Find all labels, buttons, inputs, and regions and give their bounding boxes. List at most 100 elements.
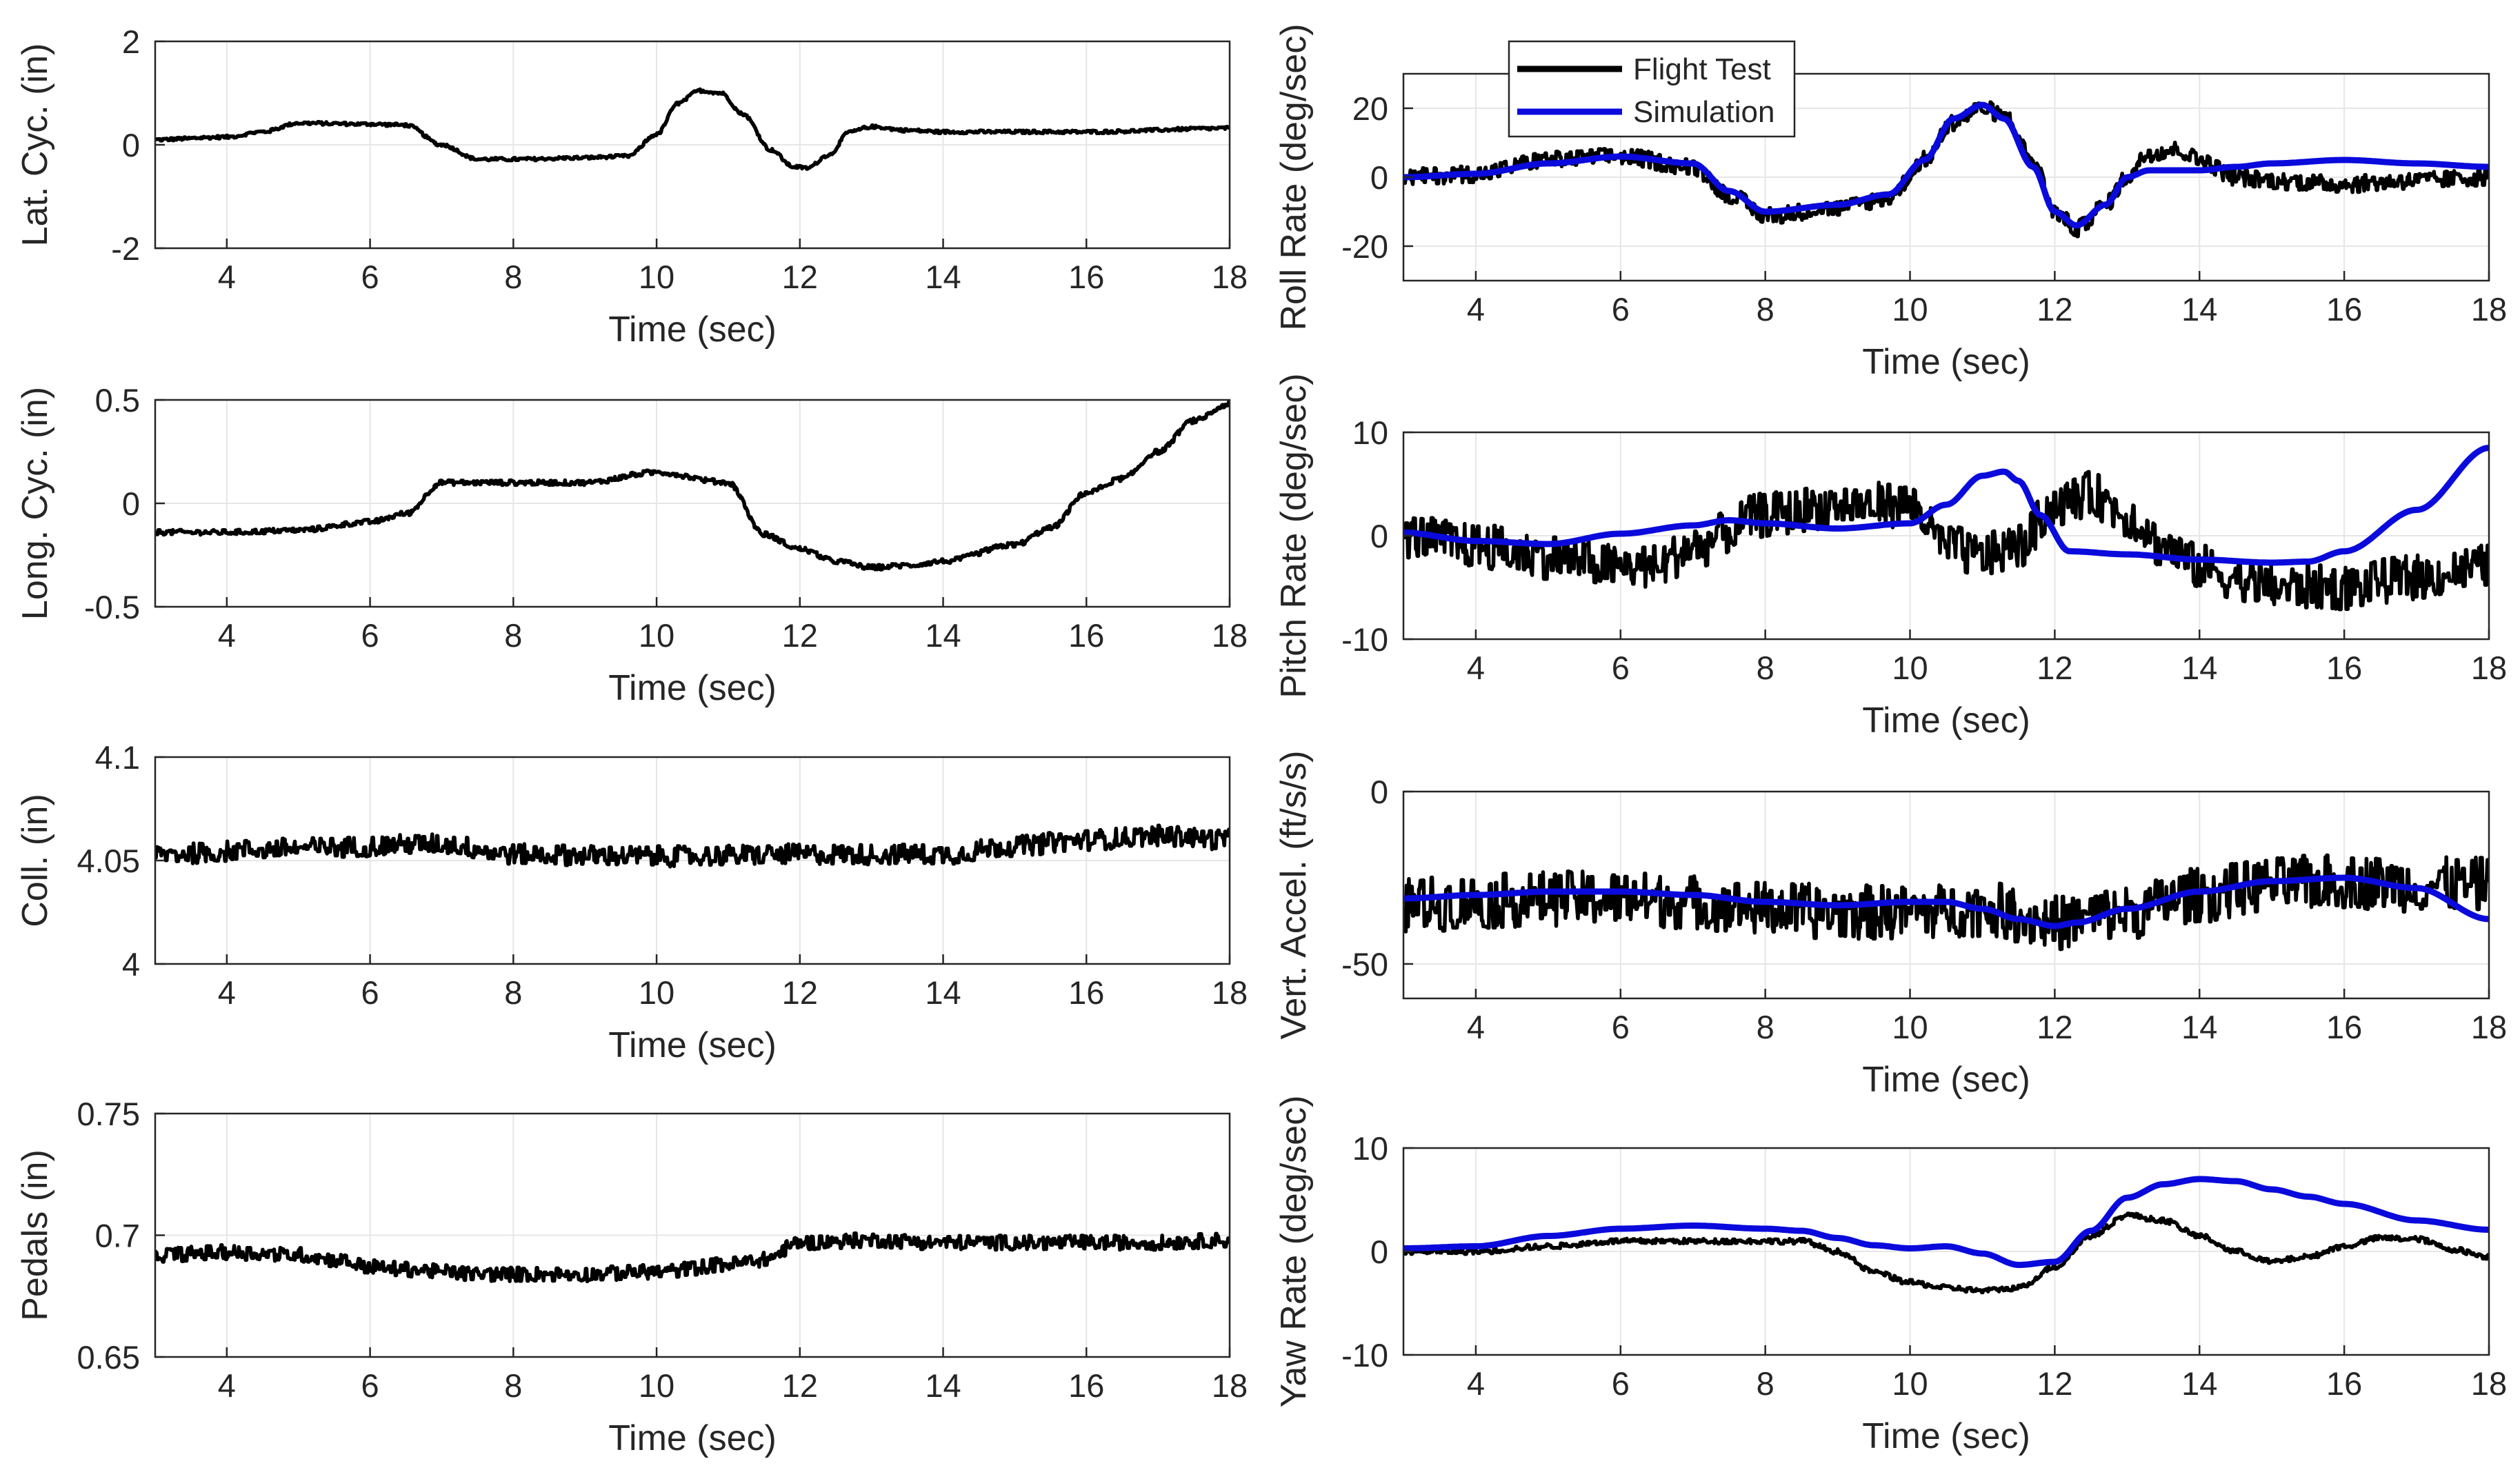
- plot-area: [1403, 100, 2489, 239]
- flight-test-line: [155, 1231, 1230, 1284]
- y-tick-label: -2: [111, 230, 140, 267]
- y-axis-label: Pedals (in): [15, 1149, 55, 1321]
- y-tick-label: 0.65: [77, 1339, 140, 1376]
- plot-area: [155, 400, 1230, 572]
- legend-box: [1508, 40, 1796, 138]
- y-tick-label: 0: [1370, 518, 1388, 554]
- x-tick-label: 18: [1212, 974, 1248, 1011]
- y-axis-label: Lat. Cyc. (in): [15, 43, 55, 247]
- y-tick-label: 0.7: [95, 1218, 140, 1254]
- x-axis-label: Time (sec): [608, 310, 777, 350]
- x-tick-label: 12: [2037, 1365, 2072, 1402]
- x-tick-label: 10: [1892, 291, 1928, 328]
- x-axis-label: Time (sec): [608, 1418, 777, 1458]
- x-tick-label: 10: [639, 1367, 674, 1404]
- axes-box: [1402, 790, 2490, 1000]
- flight-test-line: [1403, 470, 2489, 612]
- x-tick-label: 14: [2181, 650, 2217, 686]
- x-tick-label: 16: [1068, 1367, 1104, 1404]
- y-tick-label: -50: [1341, 946, 1388, 983]
- y-tick-label: 0: [1370, 774, 1388, 810]
- y-axis-label: Coll. (in): [15, 794, 55, 927]
- x-tick-label: 8: [504, 1367, 522, 1404]
- chart-roll-rate: 4 6 8 10 12 14 16 18 -20 0 20 Time (sec) Roll Rate (…: [1274, 23, 2507, 382]
- x-tick-label: 4: [218, 259, 236, 295]
- x-tick-label: 18: [1212, 1367, 1248, 1404]
- x-tick-label: 18: [2471, 650, 2507, 686]
- plot-area: [155, 823, 1230, 869]
- x-tick-label: 8: [504, 259, 522, 295]
- x-tick-label: 4: [218, 1367, 236, 1404]
- y-tick-label: -10: [1341, 1337, 1388, 1374]
- x-tick-label: 14: [925, 617, 961, 654]
- y-tick-label: 0: [1370, 159, 1388, 196]
- x-tick-label: 10: [1892, 650, 1928, 686]
- x-tick-label: 14: [925, 1367, 961, 1404]
- y-tick-label: -20: [1341, 228, 1388, 265]
- x-tick-label: 12: [2037, 650, 2072, 686]
- simulation-legend-label: Simulation: [1633, 95, 1774, 129]
- x-tick-label: 16: [2326, 650, 2362, 686]
- x-tick-label: 4: [1467, 650, 1485, 686]
- x-tick-label: 14: [2181, 291, 2217, 328]
- x-tick-label: 16: [2326, 1009, 2362, 1045]
- x-tick-label: 6: [1612, 1365, 1630, 1402]
- x-axis-label: Time (sec): [608, 1025, 777, 1065]
- x-tick-label: 14: [925, 974, 961, 1011]
- x-axis-label: Time (sec): [1862, 701, 2030, 741]
- x-tick-label: 8: [1757, 1365, 1774, 1402]
- x-tick-label: 6: [361, 259, 379, 295]
- x-axis-label: Time (sec): [1862, 1060, 2030, 1100]
- chart-pitch-rate: 4 6 8 10 12 14 16 18 -10 0 10 Time (sec) Pitch Rate …: [1274, 373, 2507, 741]
- x-tick-label: 6: [1612, 1009, 1630, 1045]
- x-tick-label: 4: [1467, 1365, 1485, 1402]
- x-tick-label: 10: [1892, 1009, 1928, 1045]
- x-tick-label: 14: [2181, 1009, 2217, 1045]
- x-tick-label: 16: [2326, 1365, 2362, 1402]
- x-tick-label: 18: [2471, 1009, 2507, 1045]
- simulation-line: [1403, 1176, 2489, 1268]
- flight-test-legend-label: Flight Test: [1633, 52, 1771, 86]
- y-axis-label: Roll Rate (deg/sec): [1274, 23, 1314, 330]
- x-tick-label: 10: [1892, 1365, 1928, 1402]
- plot-area: [155, 1231, 1230, 1284]
- y-tick-label: 0: [122, 485, 140, 522]
- x-tick-label: 6: [361, 974, 379, 1011]
- x-tick-label: 12: [2037, 291, 2072, 328]
- x-tick-label: 8: [1757, 291, 1774, 328]
- x-tick-label: 4: [218, 974, 236, 1011]
- x-tick-label: 6: [1612, 650, 1630, 686]
- x-tick-label: 10: [639, 259, 674, 295]
- y-tick-label: -0.5: [84, 589, 140, 625]
- x-tick-label: 16: [2326, 291, 2362, 328]
- x-tick-label: 6: [361, 1367, 379, 1404]
- plot-area: [1403, 445, 2489, 612]
- y-tick-label: 0.75: [77, 1096, 140, 1132]
- chart-lat-cyc: 4 6 8 10 12 14 16 18 -2 0 2 Time (sec) Lat. Cyc. (in…: [15, 23, 1248, 350]
- flight-test-line: [1403, 100, 2489, 239]
- y-axis-label: Long. Cyc. (in): [15, 387, 55, 620]
- x-tick-label: 8: [1757, 1009, 1774, 1045]
- x-tick-label: 12: [782, 617, 818, 654]
- x-tick-label: 14: [2181, 1365, 2217, 1402]
- x-axis-label: Time (sec): [1862, 1416, 2030, 1456]
- x-tick-label: 18: [2471, 1365, 2507, 1402]
- y-tick-label: 2: [122, 23, 140, 60]
- y-tick-label: 20: [1352, 90, 1388, 127]
- chart-vert-accel: 4 6 8 10 12 14 16 18 -50 0 Time (sec) Vert. Accel. …: [1274, 751, 2507, 1100]
- x-tick-label: 18: [2471, 291, 2507, 328]
- x-tick-label: 16: [1068, 617, 1104, 654]
- x-tick-label: 12: [2037, 1009, 2072, 1045]
- x-axis-label: Time (sec): [1862, 342, 2030, 382]
- simulation-line: [1403, 874, 2489, 929]
- y-tick-label: 4.05: [77, 843, 140, 879]
- x-axis-label: Time (sec): [608, 668, 777, 708]
- x-tick-label: 16: [1068, 974, 1104, 1011]
- x-tick-label: 8: [504, 617, 522, 654]
- chart-pedals: 4 6 8 10 12 14 16 18 0.65 0.7 0.75 Time (sec) Pedals…: [15, 1096, 1248, 1458]
- x-tick-label: 10: [639, 617, 674, 654]
- y-tick-label: 0: [1370, 1234, 1388, 1270]
- x-tick-label: 8: [1757, 650, 1774, 686]
- chart-long-cyc: 4 6 8 10 12 14 16 18 -0.5 0 0.5 Time (sec) Long. Cyc…: [15, 382, 1248, 708]
